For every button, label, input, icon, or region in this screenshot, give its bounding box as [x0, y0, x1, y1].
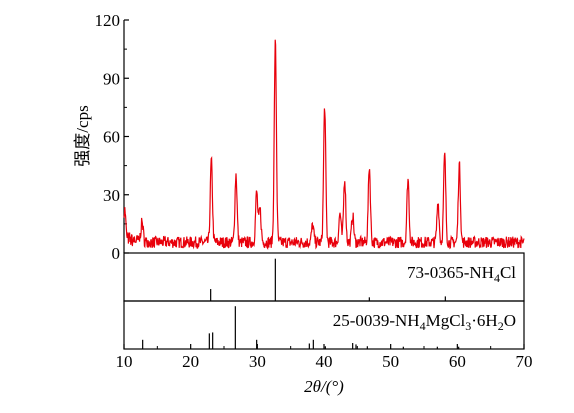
- y-tick-label: 90: [103, 69, 120, 88]
- x-tick-label: 40: [316, 352, 333, 371]
- x-tick-label: 60: [449, 352, 466, 371]
- measured-xrd-line: [123, 39, 525, 250]
- tick-layer: 0 30 60 90 120 10 20 30 40 50 60 70: [95, 11, 533, 371]
- y-tick-label: 120: [95, 11, 121, 30]
- y-axis-label: 强度/cps: [73, 105, 92, 166]
- reference-pattern-label: 73-0365-NH4Cl: [407, 263, 516, 285]
- y-tick-label: 60: [103, 128, 120, 147]
- x-tick-label: 20: [182, 352, 199, 371]
- x-tick-label: 30: [249, 352, 266, 371]
- x-tick-label: 70: [516, 352, 533, 371]
- x-axis-label: 2θ/(°): [304, 377, 344, 396]
- y-tick-label: 30: [103, 186, 120, 205]
- x-tick-label: 50: [382, 352, 399, 371]
- reference-pattern-label: 25-0039-NH4MgCl3·6H2O: [333, 311, 516, 333]
- y-tick-label: 0: [112, 244, 121, 263]
- reference-layer: [142, 258, 460, 349]
- x-tick-label: 10: [116, 352, 133, 371]
- plot-frames: [123, 20, 525, 350]
- curve-layer: [123, 39, 525, 250]
